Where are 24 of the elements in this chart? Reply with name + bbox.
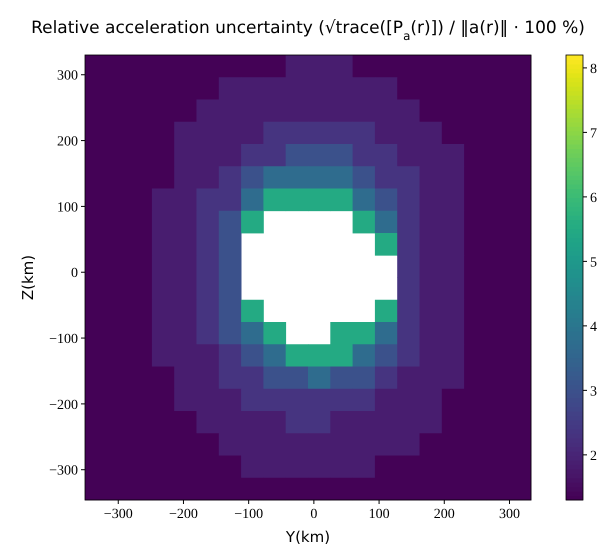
y-tick-label: −100 [49,332,78,348]
y-tick-label: −300 [49,464,78,479]
x-tick-label: 300 [498,507,520,522]
x-tick-label: −300 [104,507,133,522]
y-tick-label: 0 [71,266,78,282]
x-tick-label: −100 [234,507,264,522]
x-tick-label: 200 [434,507,455,522]
color-bar-label: 8 [590,62,597,77]
color-bar-label: 7 [590,126,597,142]
color-bar-label: 3 [590,384,597,400]
y-tick-label: 100 [57,200,78,216]
color-bar-label: 5 [590,255,597,270]
y-tick-label: 300 [57,68,78,84]
x-tick-label: −200 [169,507,198,522]
x-tick-label: 0 [310,507,318,522]
chart-title: Relative acceleration uncertainty (√trace([P$_{a}$(r)]) / ‖a(r)‖ · 100 %) [31,18,585,43]
x-axis-title: Y(km) [284,528,330,546]
y-axis-title: Z(km) [19,254,37,300]
x-tick-label: 100 [368,507,390,522]
color-bar-label: 2 [590,448,597,464]
y-tick-label: −200 [49,398,78,413]
y-tick-label: 200 [57,134,78,150]
color-bar-label: 6 [590,190,597,206]
color-bar-label: 4 [590,320,597,335]
